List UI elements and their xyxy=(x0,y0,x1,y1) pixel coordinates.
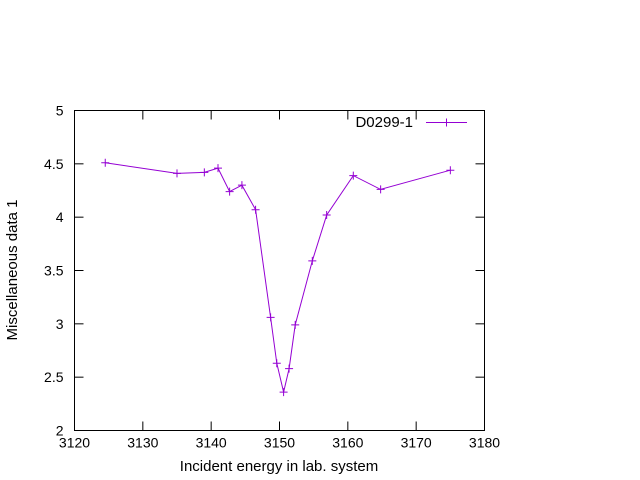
x-tick-label: 3140 xyxy=(196,435,227,451)
series-line xyxy=(105,162,451,393)
data-point xyxy=(101,158,110,167)
legend-label: D0299-1 xyxy=(355,114,413,131)
legend-marker xyxy=(442,118,451,127)
data-point xyxy=(291,320,300,329)
x-tick-label: 3170 xyxy=(401,435,432,451)
x-tick-label: 3130 xyxy=(127,435,158,451)
y-tick-label: 2 xyxy=(56,423,64,439)
data-point xyxy=(266,313,275,322)
data-point xyxy=(200,168,209,177)
axis-tick-labels: 3120 3130 3140 3150 3160 3170 3180 2 2.5 3 3.5 4 4.5… xyxy=(44,103,500,451)
data-point xyxy=(376,185,385,194)
data-point xyxy=(251,205,260,214)
x-axis-title: Incident energy in lab. system xyxy=(180,458,378,475)
x-tick-label: 3160 xyxy=(332,435,363,451)
data-point xyxy=(225,187,234,196)
data-point xyxy=(322,211,331,220)
x-tick-label: 3180 xyxy=(469,435,500,451)
data-point xyxy=(285,364,294,373)
data-point xyxy=(214,164,222,173)
data-point xyxy=(446,166,455,175)
axis-ticks xyxy=(74,110,485,431)
data-point xyxy=(173,169,181,178)
y-axis-title: Miscellaneous data 1 xyxy=(4,200,21,341)
data-point xyxy=(308,256,317,265)
y-tick-label: 4 xyxy=(56,209,64,225)
x-tick-label: 3120 xyxy=(59,435,90,451)
y-tick-label: 3.5 xyxy=(44,263,64,279)
x-tick-label: 3150 xyxy=(264,435,295,451)
plot-frame xyxy=(74,110,485,431)
data-point xyxy=(349,171,358,180)
legend: D0299-1 xyxy=(355,114,467,131)
series-group xyxy=(101,158,455,397)
y-tick-label: 5 xyxy=(56,103,64,119)
data-point xyxy=(237,181,246,190)
data-point xyxy=(272,359,281,368)
y-tick-label: 4.5 xyxy=(44,156,64,172)
y-tick-label: 3 xyxy=(56,316,64,332)
y-tick-label: 2.5 xyxy=(44,369,64,385)
data-point xyxy=(279,388,288,397)
